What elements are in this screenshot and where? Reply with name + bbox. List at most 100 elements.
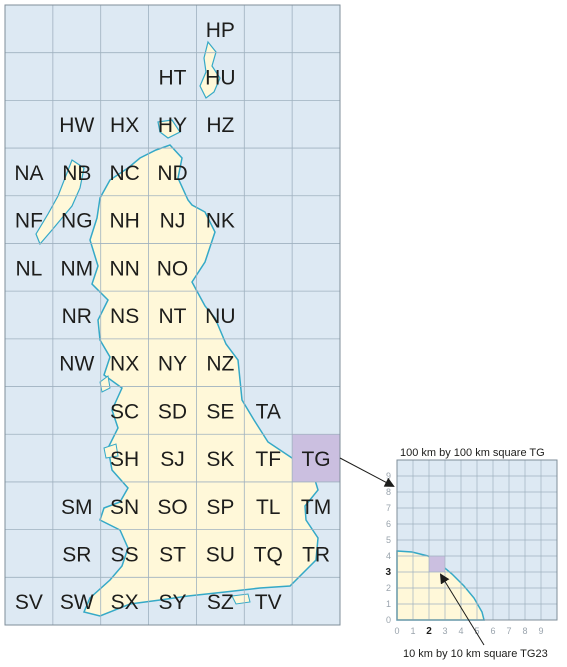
- grid-square-label: NH: [109, 210, 139, 233]
- grid-square-label: SE: [206, 400, 234, 423]
- grid-square-label: HX: [110, 114, 139, 137]
- landmass: [35, 40, 319, 617]
- inset-y-tick: 8: [386, 487, 391, 497]
- grid-square-labels: HP HT HU HW HX HY HZ NA NB NC ND NF NG NH NJ NK NL NM NN NO…: [14, 19, 331, 614]
- grid-square-label: TG: [301, 448, 330, 471]
- grid-square-label: NJ: [160, 210, 186, 233]
- inset-y-tick: 2: [386, 583, 391, 593]
- inset-caption: 10 km by 10 km square TG23: [403, 648, 548, 660]
- anglesey-outline: [103, 443, 119, 459]
- grid-square-label: NK: [206, 210, 235, 233]
- grid-square-label: ST: [159, 543, 186, 566]
- grid-square-label: SK: [206, 448, 234, 471]
- orkney-outline: [157, 119, 181, 139]
- grid-square-label: HT: [159, 67, 187, 90]
- inset-x-tick: 5: [474, 626, 479, 636]
- grid-square-label: SU: [206, 543, 235, 566]
- grid-square-label: NU: [205, 305, 235, 328]
- grid-square-label: NT: [159, 305, 187, 328]
- grid-square-label: NF: [15, 210, 43, 233]
- isle-of-man-outline: [99, 375, 111, 393]
- grid-square-label: HU: [205, 67, 235, 90]
- grid-square-label: NC: [109, 162, 139, 185]
- inset-y-tick: 3: [385, 567, 391, 578]
- grid-square-label: TR: [302, 543, 330, 566]
- callout-arrow-tg: [339, 457, 395, 487]
- grid-map: HP HT HU HW HX HY HZ NA NB NC ND NF NG NH NJ NK NL NM NN NO…: [4, 4, 341, 626]
- grid-square-label: SW: [60, 591, 94, 614]
- grid-square-label: SX: [111, 591, 139, 614]
- inset-x-tick: 0: [394, 626, 399, 636]
- grid-square-label: TF: [255, 448, 281, 471]
- inset-y-axis-ticks: 0 1 2 3 4 5 6 7 8 9: [385, 471, 391, 625]
- map-frame: [4, 4, 341, 626]
- isle-of-wight-outline: [231, 593, 251, 605]
- inset-x-tick: 6: [490, 626, 495, 636]
- inset-x-tick: 4: [458, 626, 463, 636]
- inset-highlight-layer: [429, 556, 445, 572]
- grid-square-label: HY: [158, 114, 187, 137]
- grid-square-label: HW: [59, 114, 94, 137]
- inset-y-tick: 1: [386, 599, 391, 609]
- grid-square-label: NN: [109, 257, 139, 280]
- grid-square-label: SC: [110, 400, 139, 423]
- grid-square-label: SM: [61, 496, 93, 519]
- outer-hebrides-outline: [35, 159, 85, 246]
- inset-y-tick: 9: [386, 471, 391, 481]
- grid-square-label: NZ: [206, 353, 234, 376]
- inset-x-tick: 3: [442, 626, 447, 636]
- grid-square-label: TL: [256, 496, 281, 519]
- grid-square-label: NW: [59, 353, 94, 376]
- grid-square-label: NL: [15, 257, 42, 280]
- grid-square-label: TM: [301, 496, 331, 519]
- grid-square-label: NO: [157, 257, 189, 280]
- inset-y-tick: 5: [386, 535, 391, 545]
- grid-square-label: SR: [62, 543, 91, 566]
- grid-square-label: NM: [60, 257, 93, 280]
- grid-square-label: SS: [111, 543, 139, 566]
- grid-lines: [5, 5, 340, 625]
- grid-square-label: ND: [157, 162, 187, 185]
- shetland-outline: [199, 40, 221, 99]
- inset-y-tick: 7: [386, 503, 391, 513]
- highlight-layer: [292, 434, 340, 482]
- grid-square-label: HZ: [206, 114, 234, 137]
- grid-square-label: NB: [62, 162, 91, 185]
- grid-square-label: HP: [206, 19, 235, 42]
- inset-highlighted-cell: [429, 556, 445, 572]
- inset-y-tick: 0: [386, 615, 391, 625]
- inset-y-tick: 6: [386, 519, 391, 529]
- grid-square-label: SN: [110, 496, 139, 519]
- grid-square-label: SO: [157, 496, 187, 519]
- grid-square-label: NY: [158, 353, 187, 376]
- grid-square-label: TQ: [254, 543, 283, 566]
- grid-square-label: SV: [15, 591, 43, 614]
- inset-x-tick: 1: [410, 626, 415, 636]
- inset-y-tick: 4: [386, 551, 391, 561]
- grid-square-label: TV: [255, 591, 282, 614]
- grid-square-label: SP: [206, 496, 234, 519]
- grid-square-label: TA: [256, 400, 281, 423]
- grid-square-label: SD: [158, 400, 187, 423]
- grid-square-label: NX: [110, 353, 139, 376]
- grid-square-label: NG: [61, 210, 93, 233]
- inset-x-tick: 9: [538, 626, 543, 636]
- mainland-outline: [82, 144, 319, 617]
- callout-arrow-tg23: [439, 573, 485, 646]
- inset-x-tick: 2: [426, 626, 432, 637]
- grid-square-label: NA: [14, 162, 43, 185]
- inset-x-tick: 8: [522, 626, 527, 636]
- grid-square-label: SH: [110, 448, 139, 471]
- inset-frame: [396, 459, 558, 621]
- grid-square-label: NR: [62, 305, 92, 328]
- inset-x-tick: 7: [506, 626, 511, 636]
- grid-square-label: SY: [158, 591, 186, 614]
- highlighted-square: [292, 434, 340, 482]
- inset-grid-lines: [397, 460, 557, 620]
- grid-square-label: NS: [110, 305, 139, 328]
- grid-square-label: SJ: [160, 448, 185, 471]
- inset-title: 100 km by 100 km square TG: [400, 447, 545, 459]
